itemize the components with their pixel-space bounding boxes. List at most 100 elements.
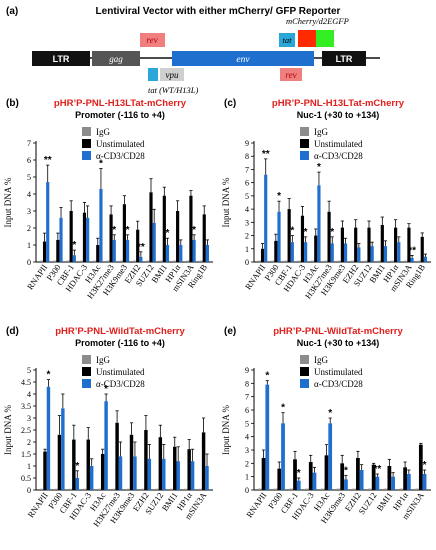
panel-label: (d)	[6, 326, 19, 337]
bar	[122, 204, 126, 262]
bar	[284, 260, 288, 262]
significance-mark: *	[304, 227, 308, 238]
chart-title: pHR’P-PNL-WildTat-mCherry	[55, 326, 185, 337]
y-tick-label: 7	[27, 139, 31, 148]
y-tick-label: 1.5	[21, 450, 31, 459]
bar	[354, 227, 358, 262]
significance-mark: **	[408, 245, 416, 256]
bar	[383, 488, 388, 490]
tat-top-block	[279, 33, 295, 47]
rev-bottom-label: rev	[285, 70, 296, 80]
env-label: env	[236, 55, 250, 65]
legend-swatch	[82, 139, 91, 148]
significance-mark: *	[277, 191, 281, 202]
bar	[406, 474, 411, 490]
bar	[97, 488, 101, 490]
y-tick-label: 2	[27, 224, 31, 233]
bar	[364, 260, 368, 262]
bar	[277, 211, 281, 262]
legend-label: α-CD3/CD28	[314, 151, 363, 161]
bar	[86, 217, 90, 262]
bar	[59, 217, 63, 262]
bar	[89, 466, 94, 490]
x-tick-label: BMI1	[160, 490, 180, 512]
legend-swatch	[300, 367, 309, 376]
bar	[149, 192, 153, 262]
y-tick-label: 5	[245, 192, 249, 201]
bar	[172, 260, 177, 262]
legend-swatch	[82, 379, 91, 388]
chart-subtitle: Promoter (-116 to +4)	[75, 338, 165, 348]
bar	[387, 466, 392, 490]
bar	[104, 401, 108, 490]
y-tick-label: 0	[245, 486, 249, 495]
bar	[72, 439, 76, 490]
bar	[93, 260, 97, 262]
y-tick-label: 3	[27, 414, 31, 423]
bar	[350, 260, 355, 262]
bar	[53, 260, 57, 262]
bar	[261, 458, 266, 490]
env-block	[172, 51, 314, 66]
bar	[410, 258, 414, 262]
bar	[184, 488, 188, 490]
bar	[390, 260, 395, 262]
tat-small-block	[148, 68, 158, 81]
legend-label: IgG	[96, 355, 110, 365]
y-tick-label: 8	[245, 379, 249, 388]
bar	[192, 239, 196, 262]
bar	[176, 211, 180, 262]
bar	[311, 260, 315, 262]
bar	[415, 488, 419, 490]
bar	[273, 488, 278, 490]
legend-label: α-CD3/CD28	[96, 151, 145, 161]
bar	[304, 242, 308, 262]
bar	[314, 235, 318, 262]
y-tick-label: 7	[245, 165, 249, 174]
legend-label: IgG	[314, 355, 328, 365]
bar	[162, 458, 166, 490]
significance-mark: *	[104, 384, 108, 395]
bar	[367, 227, 371, 262]
bar	[133, 456, 137, 490]
bar	[290, 242, 294, 262]
legend-swatch	[300, 355, 309, 364]
legend-swatch	[82, 355, 91, 364]
legend-label: Unstimulated	[314, 139, 363, 149]
y-tick-label: 6	[27, 156, 31, 165]
bar	[281, 423, 285, 490]
y-tick-label: 1	[245, 473, 249, 482]
significance-mark: *	[297, 468, 301, 479]
y-tick-label: 0	[27, 486, 31, 495]
y-tick-label: 5	[27, 366, 31, 375]
gag-label: gag	[109, 54, 123, 64]
bar	[287, 209, 291, 262]
bar	[308, 462, 313, 490]
significance-mark: *	[126, 225, 130, 236]
panel-label: (b)	[6, 98, 19, 109]
significance-mark: **	[137, 242, 145, 253]
vector-diagram: (a) Lentiviral Vector with either mCherr…	[6, 6, 380, 95]
y-tick-label: 4	[245, 433, 249, 442]
significance-mark: *	[290, 226, 294, 237]
bar	[289, 488, 294, 490]
bar	[422, 474, 427, 490]
y-tick-label: 4	[27, 390, 31, 399]
bar	[327, 211, 331, 262]
y-tick-label: 2.5	[21, 426, 31, 435]
ltr-left-block	[32, 51, 90, 66]
bar	[418, 444, 423, 490]
bar	[198, 488, 202, 490]
bar	[61, 408, 65, 490]
bar	[96, 245, 100, 262]
bar	[125, 239, 130, 262]
bar	[106, 260, 110, 262]
y-tick-label: 3.5	[21, 402, 31, 411]
y-tick-label: 8	[245, 152, 249, 161]
bar	[340, 227, 344, 262]
bar	[368, 488, 372, 490]
